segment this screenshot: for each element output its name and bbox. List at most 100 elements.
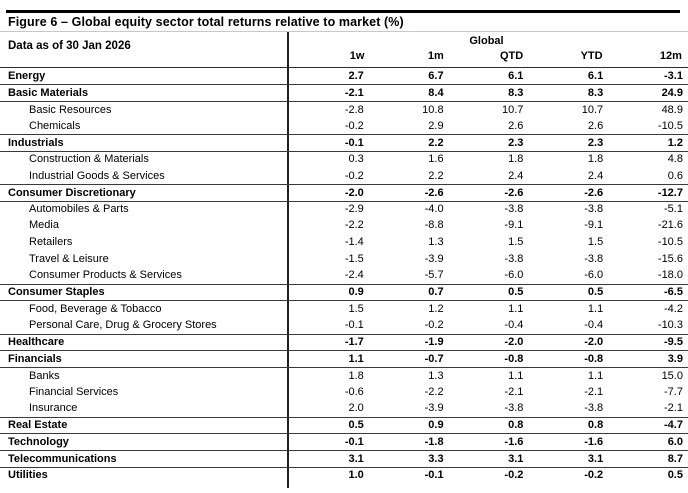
cell-value: -10.3 <box>657 319 683 332</box>
cell-value: 8.4 <box>428 86 444 99</box>
cell-value: 0.6 <box>667 169 683 182</box>
cell-value: 1.1 <box>508 303 524 316</box>
cell-value: 1.1 <box>587 303 604 316</box>
table-row: Energy 2.7 6.7 6.1 6.1 -3.1 <box>0 68 688 85</box>
table-row: Retailers -1.4 1.3 1.5 1.5 -10.5 <box>0 234 688 251</box>
cell-value: 10.7 <box>581 103 604 116</box>
table-row: Consumer Staples 0.9 0.7 0.5 0.5 -6.5 <box>0 283 688 301</box>
cell-value: -1.7 <box>344 336 364 349</box>
cell-value: 1.8 <box>587 153 604 166</box>
cell-value: 3.1 <box>587 452 604 465</box>
cell-value: -0.1 <box>344 319 364 332</box>
cell-value: 8.3 <box>508 86 524 99</box>
cell-value: -6.0 <box>504 269 524 282</box>
cell-value: -8.8 <box>424 219 444 232</box>
row-label: Technology <box>8 436 69 449</box>
row-label: Basic Materials <box>8 86 89 99</box>
cell-value: -7.7 <box>664 385 683 398</box>
cell-value: -1.6 <box>584 436 604 449</box>
row-label: Banks <box>29 369 60 382</box>
cell-value: -0.6 <box>344 385 364 398</box>
table-row: Telecommunications 3.1 3.3 3.1 3.1 8.7 <box>0 449 688 467</box>
cell-value: -1.5 <box>344 252 364 265</box>
cell-value: -9.1 <box>504 219 524 232</box>
cell-value: -2.6 <box>424 186 444 199</box>
cell-value: -5.1 <box>664 203 683 216</box>
cell-value: 8.7 <box>667 452 683 465</box>
cell-value: 1.3 <box>428 369 444 382</box>
cell-value: -3.8 <box>584 402 604 415</box>
cell-value: 2.3 <box>508 136 524 149</box>
column-header-ytd: YTD <box>580 50 603 62</box>
cell-value: 2.2 <box>428 136 444 149</box>
cell-value: -2.2 <box>344 219 364 232</box>
cell-value: 1.6 <box>428 153 444 166</box>
cell-value: -2.8 <box>344 103 364 116</box>
cell-value: 15.0 <box>661 369 683 382</box>
row-label: Industrials <box>8 136 64 149</box>
table-row: Basic Materials -2.1 8.4 8.3 8.3 24.9 <box>0 84 688 101</box>
row-label: Utilities <box>8 469 48 482</box>
table-row: Financial Services -0.6 -2.2 -2.1 -2.1 -7.7 <box>0 383 688 400</box>
table-row: Healthcare -1.7 -1.9 -2.0 -2.0 -9.5 <box>0 333 688 351</box>
table-row: Food, Beverage & Tobacco 1.5 1.2 1.1 1.1 -4.2 <box>0 300 688 317</box>
table-body: Energy 2.7 6.7 6.1 6.1 -3.1 Basic Materials -2.… <box>0 66 688 484</box>
cell-value: -1.8 <box>424 436 444 449</box>
cell-value: 3.9 <box>667 352 683 365</box>
cell-value: -3.8 <box>504 402 524 415</box>
cell-value: -4.2 <box>664 303 683 316</box>
table-row: Chemicals -0.2 2.9 2.6 2.6 -10.5 <box>0 117 688 134</box>
column-header-qtd: QTD <box>499 50 524 62</box>
cell-value: 8.3 <box>587 86 604 99</box>
cell-value: 1.5 <box>348 303 364 316</box>
cell-value: -2.9 <box>344 203 364 216</box>
table-row: Industrials -0.1 2.2 2.3 2.3 1.2 <box>0 134 688 151</box>
cell-value: 1.1 <box>508 369 524 382</box>
row-label: Construction & Materials <box>29 153 149 166</box>
cell-value: 0.9 <box>348 286 364 299</box>
cell-value: -2.0 <box>584 336 604 349</box>
cell-value: -3.1 <box>664 69 683 82</box>
cell-value: 2.4 <box>587 169 604 182</box>
cell-value: 0.9 <box>428 419 444 432</box>
cell-value: -1.4 <box>344 236 364 249</box>
cell-value: -3.8 <box>504 203 524 216</box>
cell-value: 1.3 <box>428 236 444 249</box>
cell-value: -1.9 <box>424 336 444 349</box>
cell-value: -0.8 <box>504 352 524 365</box>
cell-value: -12.7 <box>657 186 683 199</box>
cell-value: -1.6 <box>504 436 524 449</box>
cell-value: -0.8 <box>584 352 604 365</box>
cell-value: -0.4 <box>584 319 604 332</box>
cell-value: 0.8 <box>587 419 604 432</box>
cell-value: -15.6 <box>657 252 683 265</box>
row-label: Insurance <box>29 402 78 415</box>
cell-value: 0.5 <box>587 286 604 299</box>
row-label: Energy <box>8 69 46 82</box>
cell-value: 0.7 <box>428 286 444 299</box>
column-header-12m: 12m <box>659 50 682 62</box>
cell-value: -9.5 <box>664 336 683 349</box>
table-row: Technology -0.1 -1.8 -1.6 -1.6 6.0 <box>0 433 688 450</box>
cell-value: 2.7 <box>348 69 364 82</box>
cell-value: -0.2 <box>504 469 524 482</box>
cell-value: 6.1 <box>508 69 524 82</box>
cell-value: -5.7 <box>424 269 444 282</box>
table-row: Financials 1.1 -0.7 -0.8 -0.8 3.9 <box>0 350 688 367</box>
cell-value: 1.8 <box>348 369 364 382</box>
row-label: Consumer Products & Services <box>29 269 182 282</box>
cell-value: -3.9 <box>424 252 444 265</box>
title-divider <box>0 31 688 32</box>
cell-value: -2.6 <box>584 186 604 199</box>
cell-value: 10.8 <box>422 103 444 116</box>
cell-value: 0.5 <box>508 286 524 299</box>
table-row: Media -2.2 -8.8 -9.1 -9.1 -21.6 <box>0 217 688 234</box>
cell-value: 0.8 <box>508 419 524 432</box>
cell-value: -2.4 <box>344 269 364 282</box>
cell-value: -10.5 <box>657 119 683 132</box>
row-label: Personal Care, Drug & Grocery Stores <box>29 319 217 332</box>
table-row: Industrial Goods & Services -0.2 2.2 2.4 2.4… <box>0 167 688 184</box>
row-label: Real Estate <box>8 419 68 432</box>
cell-value: 1.1 <box>348 352 364 365</box>
row-label: Consumer Discretionary <box>8 186 136 199</box>
